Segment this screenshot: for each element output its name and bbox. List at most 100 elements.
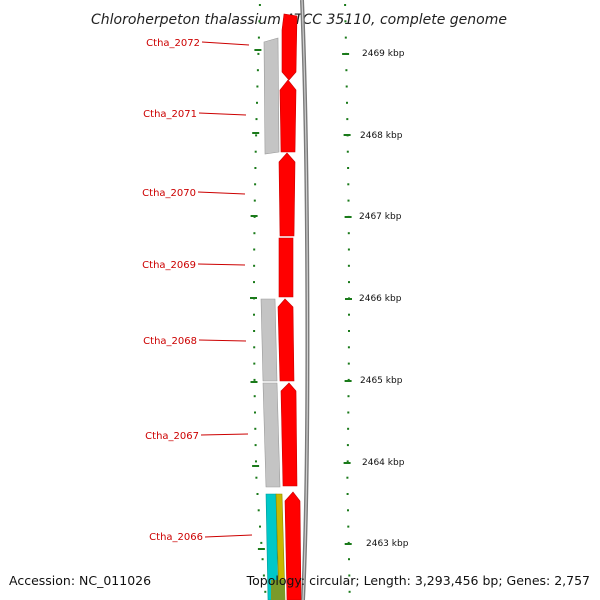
minor-tick (253, 264, 256, 267)
minor-tick (348, 574, 351, 577)
minor-tick (253, 313, 255, 316)
minor-tick (262, 574, 265, 577)
minor-tick (347, 248, 350, 251)
gene-leader-line (197, 263, 246, 266)
minor-tick (347, 199, 350, 202)
major-tick (344, 380, 352, 382)
minor-tick (346, 493, 349, 495)
minor-tick (253, 232, 256, 235)
major-tick (252, 132, 260, 134)
gene-label[interactable]: Ctha_2067 (145, 431, 199, 442)
other-gene-blocks (265, 493, 286, 600)
major-tick (250, 297, 257, 299)
accession-text: Accession: NC_011026 (9, 573, 151, 588)
minor-tick (347, 427, 350, 430)
gene-label[interactable]: Ctha_2072 (146, 38, 200, 49)
minor-tick (346, 476, 349, 479)
minor-tick (256, 85, 259, 88)
minor-tick (347, 395, 350, 398)
minor-tick (346, 444, 349, 447)
minor-tick (348, 313, 350, 316)
minor-tick (254, 411, 256, 414)
major-tick (250, 215, 258, 217)
gene-label[interactable]: Ctha_2070 (142, 188, 196, 199)
gene-block-gray-2068 (260, 298, 278, 382)
minor-tick (347, 411, 350, 414)
minor-tick (346, 460, 349, 463)
minor-tick (255, 460, 257, 463)
minor-tick (255, 476, 258, 479)
major-tick (254, 49, 262, 51)
kbp-label: 2468 kbp (360, 131, 403, 141)
gene-arrow-2066 (284, 491, 302, 600)
minor-tick (253, 199, 256, 202)
minor-tick (253, 248, 256, 251)
minor-tick (257, 36, 260, 39)
gene-leader-line (198, 339, 247, 342)
gene-arrow-2067 (280, 382, 298, 487)
major-tick (252, 465, 260, 467)
gene-leader-line (200, 433, 249, 436)
minor-tick (253, 395, 256, 398)
topology-text: Topology: circular; Length: 3,293,456 bp… (246, 573, 590, 588)
major-tick (343, 134, 351, 136)
gene-leader-line (201, 41, 250, 46)
minor-tick (347, 509, 349, 512)
minor-tick (347, 183, 350, 186)
gene-labels: Ctha_2072 Ctha_2071 Ctha_2070 Ctha_2069 … (142, 38, 253, 543)
left-tick-track (250, 4, 267, 593)
minor-tick (253, 281, 255, 284)
minor-tick (257, 509, 260, 512)
minor-tick (259, 525, 261, 528)
minor-tick (346, 101, 348, 104)
red-gene-arrows (277, 13, 302, 600)
minor-tick (344, 20, 347, 23)
minor-tick (347, 346, 350, 349)
gene-arrow-2072 (281, 13, 298, 81)
minor-tick (253, 362, 256, 365)
minor-tick (345, 69, 348, 72)
minor-tick (348, 590, 351, 593)
minor-tick (344, 4, 347, 6)
minor-tick (256, 101, 258, 104)
gene-label[interactable]: Ctha_2068 (143, 336, 197, 347)
minor-tick (254, 183, 257, 186)
gene-label[interactable]: Ctha_2071 (143, 109, 197, 120)
minor-tick (347, 525, 350, 528)
gene-block-olive-dark (271, 580, 285, 600)
minor-tick (346, 150, 349, 153)
major-tick (345, 298, 352, 300)
gene-label[interactable]: Ctha_2066 (149, 532, 203, 543)
gene-block-gray-2067 (262, 382, 281, 488)
gene-arrow-2069 (278, 237, 294, 298)
gene-arrow-2068 (277, 298, 295, 382)
kbp-label: 2467 kbp (359, 212, 402, 222)
minor-tick (253, 378, 256, 381)
minor-tick (348, 281, 350, 284)
major-tick (342, 53, 350, 55)
gene-leader-line (204, 534, 253, 538)
minor-tick (347, 167, 350, 169)
kbp-label: 2463 kbp (366, 539, 409, 549)
minor-tick (264, 590, 267, 593)
map-title: Chloroherpeton thalassium ATCC 35110, co… (91, 12, 507, 28)
gene-leader-line (198, 112, 247, 116)
minor-tick (347, 362, 350, 365)
gene-label[interactable]: Ctha_2069 (142, 260, 196, 271)
minor-tick (254, 444, 257, 447)
major-tick (250, 381, 258, 383)
minor-tick (254, 167, 257, 169)
gene-block-gray-2072 (263, 37, 280, 155)
minor-tick (254, 150, 257, 153)
minor-tick (258, 4, 261, 6)
minor-tick (347, 541, 350, 544)
major-tick (344, 216, 352, 218)
gene-block-cyan (265, 493, 279, 600)
minor-tick (260, 541, 263, 544)
minor-tick (256, 69, 259, 72)
major-tick (343, 462, 351, 464)
minor-tick (258, 20, 261, 23)
kbp-label: 2469 kbp (362, 49, 405, 59)
backbone (300, 0, 310, 600)
